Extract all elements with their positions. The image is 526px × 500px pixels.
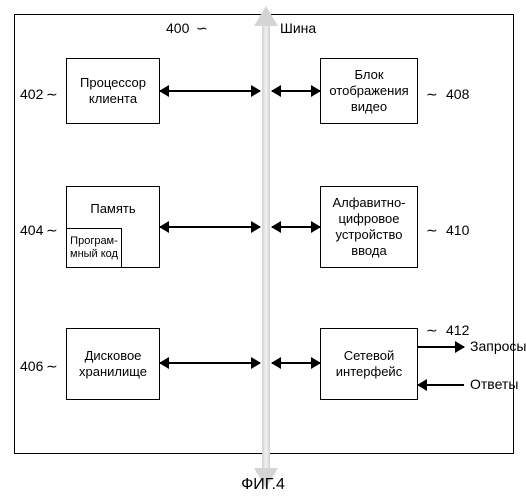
bus-label: Шина	[280, 20, 316, 36]
label-responses: Ответы	[470, 376, 518, 392]
tilde-net: ∼	[426, 322, 437, 339]
arrow-keyboard-bus	[272, 226, 320, 228]
node-memory-code: Програм-мный код	[66, 228, 122, 268]
tilde-video: ∼	[426, 86, 437, 103]
figure-caption: ФИГ.4	[0, 476, 526, 494]
tilde-cpu: ∼	[46, 86, 57, 103]
ref-keyboard: 410	[446, 222, 469, 238]
arrow-responses-in	[418, 384, 464, 386]
arrow-requests-out	[418, 346, 464, 348]
node-disk: Дисковоехранилище	[66, 328, 160, 400]
arrow-cpu-bus	[160, 90, 260, 92]
bus-line	[262, 22, 270, 472]
ref-memory: 404	[20, 222, 43, 238]
arrow-disk-bus	[160, 362, 260, 364]
ref-net: 412	[446, 322, 469, 338]
ref-disk: 406	[20, 358, 43, 374]
bus-ref: 400	[166, 20, 189, 36]
tilde-memory: ∼	[46, 222, 57, 239]
label-requests: Запросы	[470, 338, 526, 354]
arrow-memory-bus	[160, 226, 260, 228]
node-video: Блокотображениявидео	[320, 58, 418, 124]
tilde-keyboard: ∼	[426, 222, 437, 239]
bus-arrow-up-icon	[254, 6, 278, 26]
arrow-video-bus	[272, 90, 320, 92]
tilde-disk: ∼	[46, 358, 57, 375]
ref-cpu: 402	[20, 86, 43, 102]
bus-ref-tilde: ∽	[196, 20, 207, 37]
node-net: Сетевойинтерфейс	[320, 328, 418, 400]
node-keyboard: Алфавитно-цифровоеустройствоввода	[320, 186, 418, 268]
ref-video: 408	[446, 86, 469, 102]
node-cpu: Процессорклиента	[66, 58, 160, 124]
arrow-net-bus	[272, 362, 320, 364]
